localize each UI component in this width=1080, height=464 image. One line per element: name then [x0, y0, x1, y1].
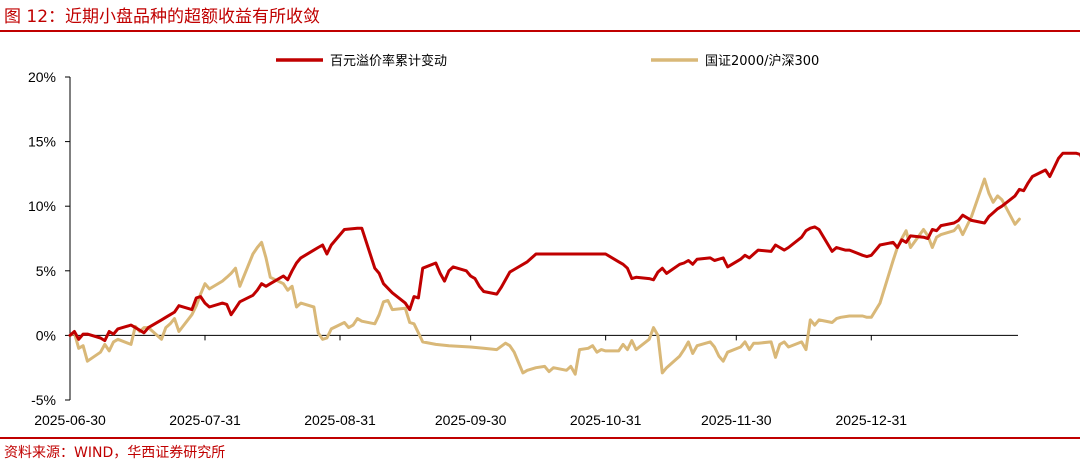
bottom-rule — [0, 437, 1080, 439]
x-tick-label: 2025-12-31 — [835, 412, 907, 428]
legend-label-series-1: 百元溢价率累计变动 — [330, 53, 447, 69]
axes: -5% 0% 5% 10% 15% 20% 2025-06-30 2025-07-31 2025… — [28, 69, 1018, 428]
series-line-1 — [68, 151, 1080, 343]
top-rule — [0, 30, 1080, 32]
x-tick-label: 2025-10-31 — [570, 412, 642, 428]
figure-title: 图 12：近期小盘品种的超额收益有所收敛 — [4, 7, 321, 27]
y-tick-label: 20% — [28, 69, 56, 85]
y-tick-label: 15% — [28, 134, 56, 150]
y-tick-label: 10% — [28, 198, 56, 214]
x-tick-label: 2025-09-30 — [435, 412, 507, 428]
y-tick-label: 5% — [36, 263, 56, 279]
x-tick-label: 2025-08-31 — [304, 412, 376, 428]
line-chart: -5% 0% 5% 10% 15% 20% 2025-06-30 2025-07-31 2025… — [28, 53, 1080, 428]
source-note: 资料来源：WIND，华西证券研究所 — [4, 445, 226, 461]
x-tick-label: 2025-07-31 — [169, 412, 241, 428]
y-tick-label: 0% — [36, 327, 56, 343]
series-layer — [68, 151, 1080, 376]
y-tick-label: -5% — [31, 392, 56, 408]
x-tick-label: 2025-11-30 — [701, 412, 772, 428]
x-tick-label: 2025-06-30 — [34, 412, 106, 428]
series-line-2 — [68, 177, 1021, 376]
legend-label-series-2: 国证2000/沪深300 — [705, 53, 819, 69]
legend: 百元溢价率累计变动 国证2000/沪深300 — [276, 53, 819, 69]
